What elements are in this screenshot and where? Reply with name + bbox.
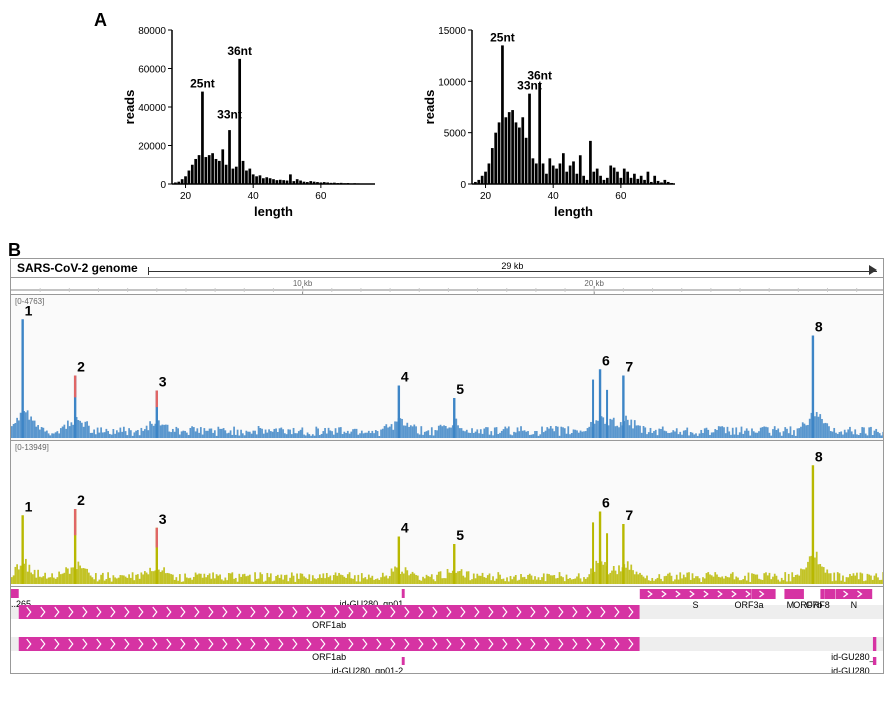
chart-a-left: 0 20000 40000 60000 80000 20 40 60 25nt 33nt 36nt l… (120, 20, 380, 220)
svg-text:2: 2 (77, 359, 85, 375)
svg-text:6: 6 (602, 495, 610, 511)
svg-text:ORF3a: ORF3a (735, 600, 764, 610)
svg-text:40: 40 (248, 191, 260, 202)
svg-text:10000: 10000 (438, 77, 466, 88)
svg-text:6: 6 (602, 352, 610, 368)
svg-text:1: 1 (25, 302, 33, 318)
svg-text:3: 3 (159, 511, 167, 527)
svg-text:length: length (554, 204, 593, 219)
svg-text:3: 3 (159, 374, 167, 390)
svg-text:0: 0 (160, 180, 166, 191)
svg-text:id-GU280_gp01-2: id-GU280_gp01-2 (332, 666, 404, 673)
svg-text:15000: 15000 (438, 26, 466, 37)
chart-a-right: 05000100001500020406025nt33nt36ntlengthr… (420, 20, 680, 220)
coverage-track-2: [0-13949] 12345678 (11, 441, 883, 587)
svg-text:N: N (851, 600, 858, 610)
svg-text:7: 7 (625, 507, 633, 523)
svg-text:20: 20 (180, 191, 192, 202)
gene-track: 512.2:1..265id-GU280_gp01SORF3aMORF7bORF… (11, 587, 883, 673)
svg-text:80000: 80000 (138, 26, 166, 37)
svg-text:20000: 20000 (138, 142, 166, 153)
svg-text:60: 60 (615, 191, 627, 202)
svg-text:S: S (693, 600, 699, 610)
svg-text:id-GU280_: id-GU280_ (831, 666, 876, 673)
genome-browser: SARS-CoV-2 genome 29 kb 10 kb20 kb [0-47… (10, 258, 884, 674)
genome-header-title: SARS-CoV-2 genome (17, 261, 138, 275)
svg-text:length: length (254, 204, 293, 219)
svg-text:id-GU280_: id-GU280_ (831, 652, 876, 662)
svg-text:8: 8 (815, 448, 823, 464)
svg-text:25nt: 25nt (190, 77, 215, 91)
panel-a-label: A (94, 10, 107, 31)
svg-text:7: 7 (625, 359, 633, 375)
svg-text:20: 20 (480, 191, 492, 202)
svg-text:36nt: 36nt (227, 44, 252, 58)
svg-text:ORF1ab: ORF1ab (312, 620, 346, 630)
svg-text:40000: 40000 (138, 103, 166, 114)
svg-text:5: 5 (456, 527, 464, 543)
svg-text:33nt: 33nt (217, 107, 242, 121)
svg-text:4: 4 (401, 369, 409, 385)
coverage-track-1: [0-4763] 12345678 (11, 295, 883, 441)
svg-text:ORF8: ORF8 (806, 600, 830, 610)
svg-text:0: 0 (460, 180, 466, 191)
svg-text:4: 4 (401, 520, 409, 536)
svg-text:60: 60 (315, 191, 327, 202)
svg-text:reads: reads (422, 90, 437, 125)
svg-text:10 kb: 10 kb (293, 279, 313, 288)
svg-text:1: 1 (25, 498, 33, 514)
svg-text:ORF1ab: ORF1ab (312, 652, 346, 662)
svg-text:5000: 5000 (444, 129, 467, 140)
svg-text:40: 40 (548, 191, 560, 202)
svg-text:5: 5 (456, 381, 464, 397)
svg-text:25nt: 25nt (490, 30, 515, 44)
svg-text:reads: reads (122, 90, 137, 125)
svg-text:8: 8 (815, 319, 823, 335)
genome-length-label: 29 kb (501, 261, 523, 271)
svg-text:36nt: 36nt (527, 68, 552, 82)
svg-text:2: 2 (77, 492, 85, 508)
svg-text:20 kb: 20 kb (584, 279, 604, 288)
svg-text:60000: 60000 (138, 65, 166, 76)
